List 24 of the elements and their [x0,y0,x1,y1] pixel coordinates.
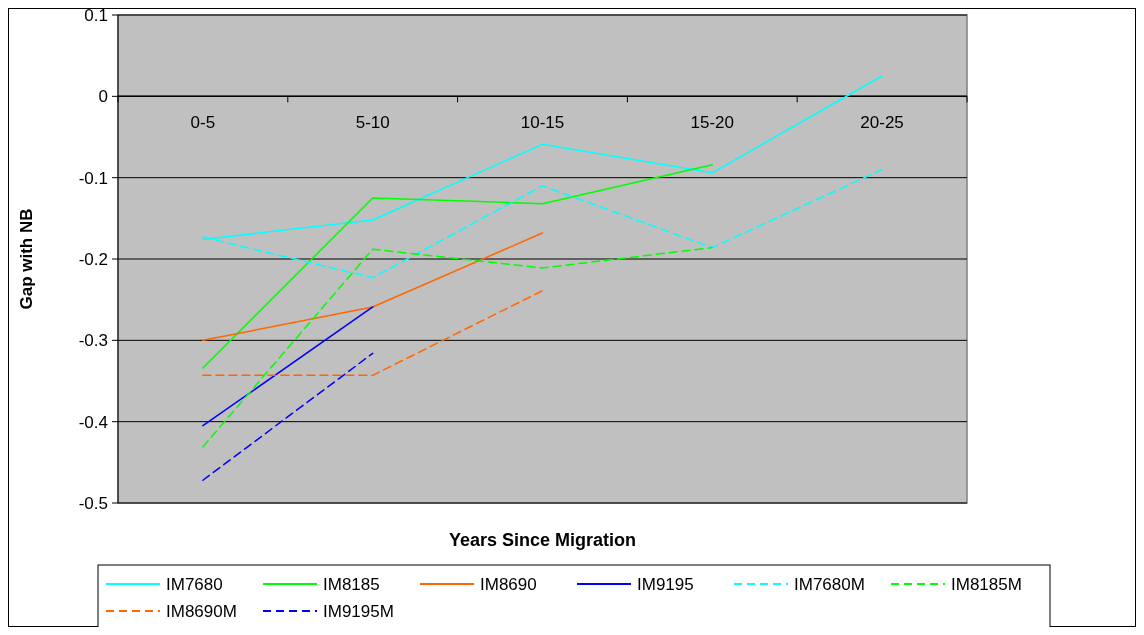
legend-label: IM9195 [637,574,694,594]
legend-label: IM8185M [951,574,1022,594]
y-tick-label: -0.5 [78,493,108,513]
legend-label: IM8690M [166,601,237,621]
y-tick-label: -0.4 [78,412,108,432]
legend-label: IM7680 [166,574,223,594]
legend-label: IM7680M [794,574,865,594]
line-series [202,163,714,369]
y-tick-label: -0.1 [78,168,108,188]
legend-label: IM9195M [323,601,394,621]
x-axis-title: Years Since Migration [448,530,637,550]
legend-label: IM8185 [323,574,380,594]
line-series [202,246,714,448]
x-tick-label: 10-15 [520,113,565,133]
x-tick-label: 5-10 [355,113,390,133]
legend-label: IM8690 [480,574,537,594]
x-tick-label: 15-20 [690,113,735,133]
y-tick-label: 0.1 [84,5,108,25]
y-tick-label: -0.3 [78,331,108,351]
x-tick-label: 20-25 [860,113,904,133]
x-tick-label: 0-5 [190,113,216,133]
y-axis-title: Gap with NB [17,208,36,310]
y-tick-label: -0.2 [78,249,108,269]
y-tick-label: 0 [98,87,108,107]
